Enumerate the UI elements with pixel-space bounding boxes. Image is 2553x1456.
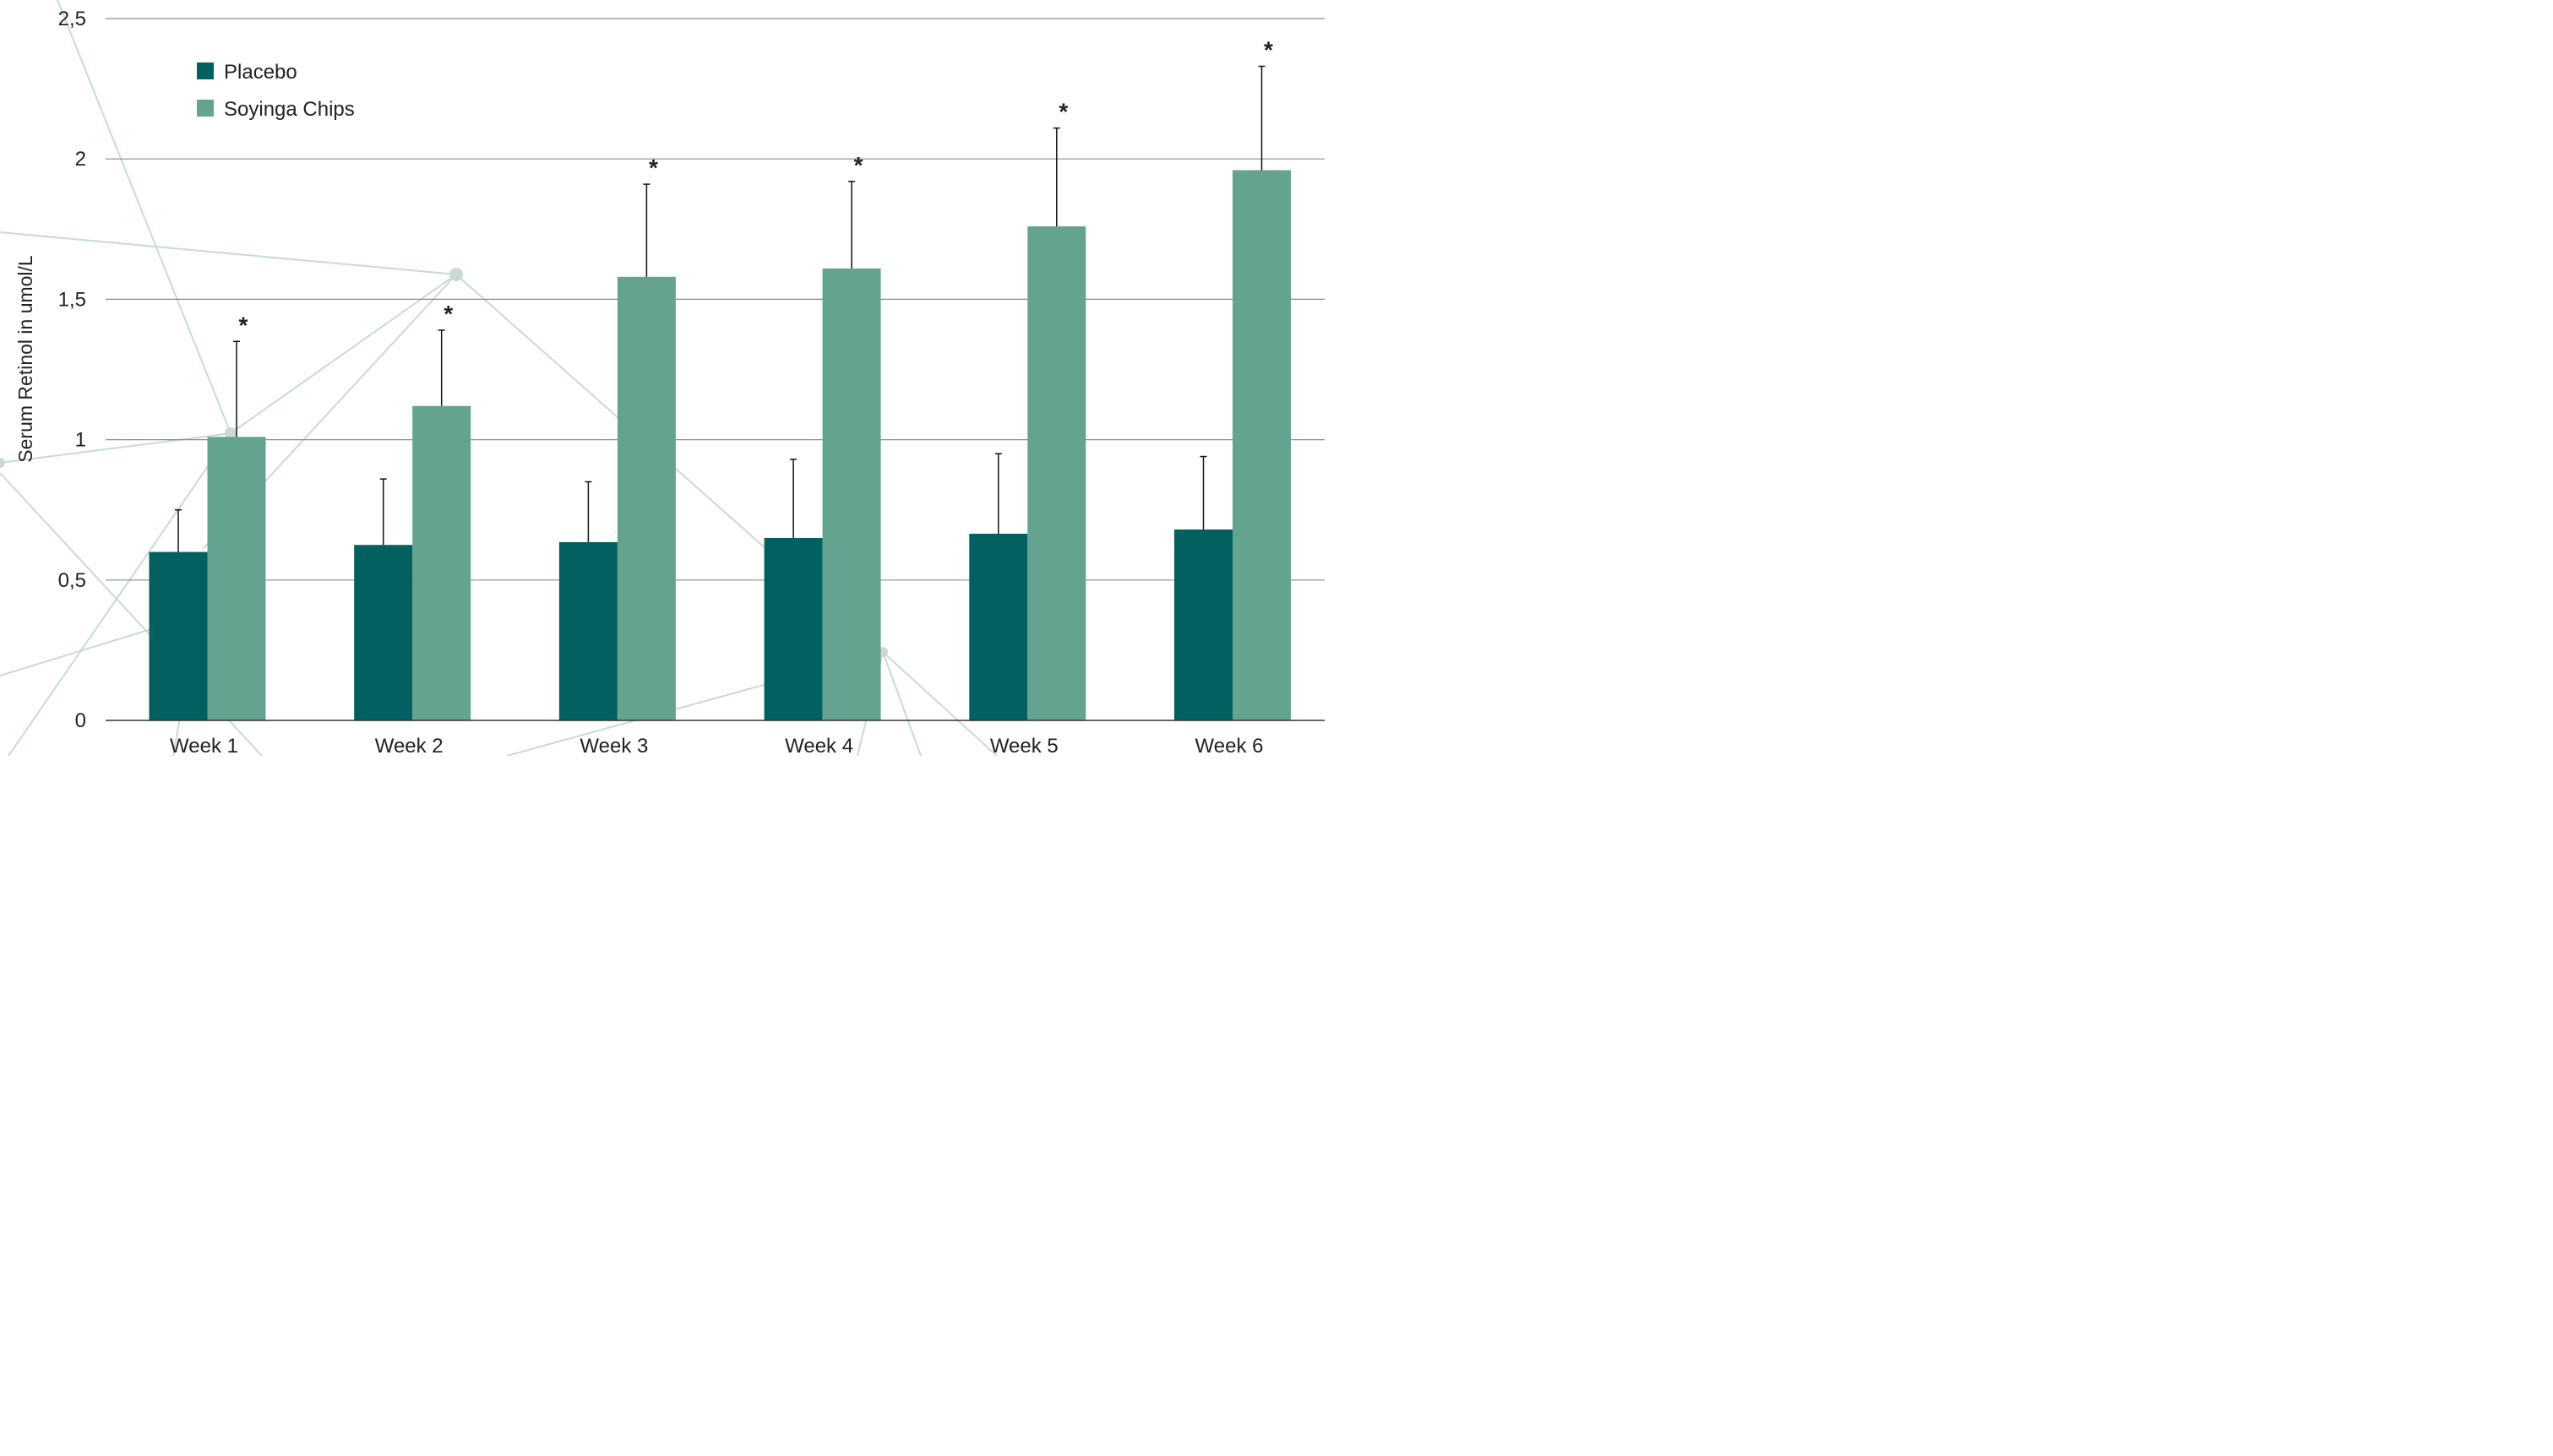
significance-markers: * * * * * * [239, 37, 1274, 339]
significance-marker: * [1264, 37, 1273, 63]
gridlines [106, 18, 1325, 581]
y-tick-label: 2 [75, 148, 86, 171]
significance-marker: * [854, 152, 863, 178]
bar-placebo [1174, 529, 1233, 720]
y-axis-ticks: 0 0,5 1 1,5 2 2,5 [58, 8, 86, 732]
background-network-line [0, 432, 231, 464]
background-network-node [449, 268, 463, 281]
y-tick-label: 0 [75, 709, 86, 732]
x-category-label: Week 3 [580, 735, 648, 756]
y-tick-label: 0,5 [58, 569, 86, 592]
bars [149, 170, 1291, 721]
x-category-label: Week 6 [1195, 735, 1264, 756]
significance-marker: * [1059, 99, 1068, 125]
bar-placebo [354, 545, 413, 720]
background-network-line [882, 651, 998, 756]
legend-swatch-placebo [197, 62, 214, 79]
x-axis-category-labels: Week 1 Week 2 Week 3 Week 4 Week 5 Week 6 [170, 735, 1263, 756]
background-network-line [882, 651, 922, 756]
y-tick-label: 1,5 [58, 288, 86, 311]
legend: Placebo Soyinga Chips [197, 61, 355, 121]
bar-placebo [149, 551, 208, 720]
bar-soyinga-chips [1233, 170, 1291, 721]
bar-soyinga-chips [412, 405, 471, 720]
background-network-line [230, 274, 457, 434]
legend-label-placebo: Placebo [224, 61, 297, 84]
x-category-label: Week 4 [785, 735, 853, 756]
error-bars [175, 65, 1266, 552]
background-network-node [225, 427, 237, 439]
y-tick-label: 2,5 [58, 8, 86, 30]
bar-soyinga-chips [1027, 225, 1086, 720]
background-network-node [0, 458, 5, 468]
y-tick-label: 1 [75, 429, 86, 452]
background-network-line [8, 432, 231, 756]
chart: 00,511,522,5 * ** *** Week 1 Week 2 Week 3 We… [0, 0, 1325, 756]
x-category-label: Week 5 [990, 735, 1059, 756]
background-network-line [56, 0, 231, 434]
significance-marker: * [649, 155, 658, 181]
significance-marker: * [444, 301, 453, 327]
bar-placebo [969, 533, 1028, 720]
background-network-line [0, 231, 457, 275]
significance-marker: * [239, 312, 248, 338]
bar-soyinga-chips [617, 276, 676, 721]
x-category-label: Week 1 [170, 735, 238, 756]
x-category-label: Week 2 [375, 735, 444, 756]
y-axis-label: Serum Retinol in umol/L [14, 255, 36, 463]
bar-soyinga-chips [822, 268, 881, 720]
legend-swatch-soyinga-chips [197, 100, 214, 117]
bar-placebo [558, 541, 618, 720]
bar-placebo [764, 537, 823, 720]
bar-soyinga-chips [207, 437, 266, 720]
legend-label-soyinga-chips: Soyinga Chips [224, 98, 355, 121]
